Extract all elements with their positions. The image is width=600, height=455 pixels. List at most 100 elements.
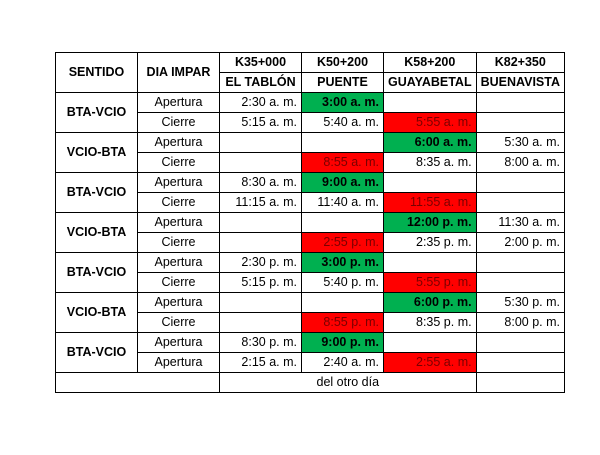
time-cell: [219, 132, 302, 153]
dia-cell: Cierre: [137, 272, 220, 293]
time-cell: 8:00 a. m.: [475, 152, 566, 173]
footer-row: del otro día: [55, 372, 566, 393]
time-cell: 5:30 p. m.: [475, 292, 566, 313]
footer-blank-cell: [55, 372, 220, 393]
sentido-cell: VCIO-BTA: [55, 212, 138, 253]
time-cell: 11:15 a. m.: [219, 192, 302, 213]
dia-cell: Cierre: [137, 152, 220, 173]
time-cell-green: 6:00 a. m.: [383, 132, 477, 153]
time-cell: 5:40 p. m.: [301, 272, 384, 293]
dia-cell: Apertura: [137, 132, 220, 153]
sentido-cell: BTA-VCIO: [55, 92, 138, 133]
dia-cell: Apertura: [137, 332, 220, 353]
schedule-table: SENTIDO DIA IMPAR K35+000 K50+200 K58+20…: [55, 52, 566, 393]
header-k3-km: K58+200: [383, 52, 477, 73]
header-k2-km: K50+200: [301, 52, 384, 73]
table-row: Cierre 5:15 a. m. 5:40 a. m. 5:55 a. m.: [56, 112, 566, 133]
time-cell: 8:35 a. m.: [383, 152, 477, 173]
time-cell: [219, 232, 302, 253]
time-cell: 8:30 a. m.: [219, 172, 302, 193]
header-k2-name: PUENTE: [301, 72, 384, 93]
table-row: Cierre 11:15 a. m. 11:40 a. m. 11:55 a. …: [56, 192, 566, 213]
time-cell: [383, 92, 477, 113]
time-cell: [383, 252, 477, 273]
time-cell: 2:30 p. m.: [219, 252, 302, 273]
time-cell: [219, 312, 302, 333]
time-cell: 8:00 p. m.: [475, 312, 566, 333]
time-cell-red: 5:55 a. m.: [383, 112, 477, 133]
sentido-cell: VCIO-BTA: [55, 292, 138, 333]
header-k4-name: BUENAVISTA: [475, 72, 566, 93]
time-cell: [475, 92, 566, 113]
time-cell: [475, 352, 566, 373]
time-cell: 11:40 a. m.: [301, 192, 384, 213]
time-cell: 8:35 p. m.: [383, 312, 477, 333]
table-row: Cierre 5:15 p. m. 5:40 p. m. 5:55 p. m.: [56, 272, 566, 293]
time-cell: 2:15 a. m.: [219, 352, 302, 373]
table-row: BTA-VCIO Apertura 2:30 a. m. 3:00 a. m.: [55, 92, 566, 133]
time-cell: 8:30 p. m.: [219, 332, 302, 353]
time-cell-green: 6:00 p. m.: [383, 292, 477, 313]
time-cell-red: 2:55 a. m.: [383, 352, 477, 373]
dia-cell: Apertura: [137, 212, 220, 233]
footer-blank-cell: [475, 372, 566, 393]
header-k1-km: K35+000: [219, 52, 302, 73]
time-cell: [475, 192, 566, 213]
time-cell: [383, 172, 477, 193]
time-cell: 2:00 p. m.: [475, 232, 566, 253]
time-cell: [383, 332, 477, 353]
time-cell-red: 8:55 a. m.: [301, 152, 384, 173]
time-cell: 5:40 a. m.: [301, 112, 384, 133]
time-cell-red: 2:55 p. m.: [301, 232, 384, 253]
dia-cell: Cierre: [137, 192, 220, 213]
dia-cell: Apertura: [137, 92, 220, 113]
table-row: Cierre 2:55 p. m. 2:35 p. m. 2:00 p. m.: [56, 232, 566, 253]
time-cell: 5:15 a. m.: [219, 112, 302, 133]
time-cell: [301, 212, 384, 233]
time-cell: 11:30 a. m.: [475, 212, 566, 233]
time-cell-green: 12:00 p. m.: [383, 212, 477, 233]
dia-cell: Apertura: [137, 252, 220, 273]
time-cell-green: 9:00 p. m.: [301, 332, 384, 353]
sentido-cell: BTA-VCIO: [55, 252, 138, 293]
time-cell: 5:15 p. m.: [219, 272, 302, 293]
dia-cell: Apertura: [137, 352, 220, 373]
time-cell: [301, 292, 384, 313]
time-cell: [219, 212, 302, 233]
time-cell: [475, 272, 566, 293]
header-dia-impar: DIA IMPAR: [137, 52, 220, 93]
table-row: Cierre 8:55 a. m. 8:35 a. m. 8:00 a. m.: [56, 152, 566, 173]
sentido-cell: BTA-VCIO: [55, 172, 138, 213]
time-cell: [219, 292, 302, 313]
header-k4-km: K82+350: [475, 52, 566, 73]
time-cell-green: 3:00 a. m.: [301, 92, 384, 113]
table-row: BTA-VCIO Apertura 8:30 a. m. 9:00 a. m.: [55, 172, 566, 213]
time-cell-red: 5:55 p. m.: [383, 272, 477, 293]
time-cell: [219, 152, 302, 173]
dia-cell: Cierre: [137, 112, 220, 133]
time-cell-green: 9:00 a. m.: [301, 172, 384, 193]
time-cell: 5:30 a. m.: [475, 132, 566, 153]
table-row: VCIO-BTA Apertura 6:00 a. m. 5:30 a. m.: [55, 132, 566, 173]
table-row: VCIO-BTA Apertura 6:00 p. m. 5:30 p. m.: [55, 292, 566, 333]
time-cell: [301, 132, 384, 153]
dia-cell: Apertura: [137, 172, 220, 193]
time-cell: 2:30 a. m.: [219, 92, 302, 113]
footer-note: del otro día: [219, 372, 477, 393]
time-cell-red: 11:55 a. m.: [383, 192, 477, 213]
table-row: VCIO-BTA Apertura 12:00 p. m. 11:30 a. m…: [55, 212, 566, 253]
sentido-cell: VCIO-BTA: [55, 132, 138, 173]
dia-cell: Cierre: [137, 312, 220, 333]
time-cell: 2:40 a. m.: [301, 352, 384, 373]
time-cell: 2:35 p. m.: [383, 232, 477, 253]
time-cell-red: 8:55 p. m.: [301, 312, 384, 333]
header-k3-name: GUAYABETAL: [383, 72, 477, 93]
table-row: Apertura 2:15 a. m. 2:40 a. m. 2:55 a. m…: [56, 352, 566, 373]
table-row: BTA-VCIO Apertura 8:30 p. m. 9:00 p. m.: [55, 332, 566, 373]
header-sentido: SENTIDO: [55, 52, 138, 93]
table-row: BTA-VCIO Apertura 2:30 p. m. 3:00 p. m.: [55, 252, 566, 293]
header-row-km: SENTIDO DIA IMPAR K35+000 K50+200 K58+20…: [55, 52, 566, 93]
time-cell: [475, 252, 566, 273]
sentido-cell: BTA-VCIO: [55, 332, 138, 373]
time-cell: [475, 172, 566, 193]
